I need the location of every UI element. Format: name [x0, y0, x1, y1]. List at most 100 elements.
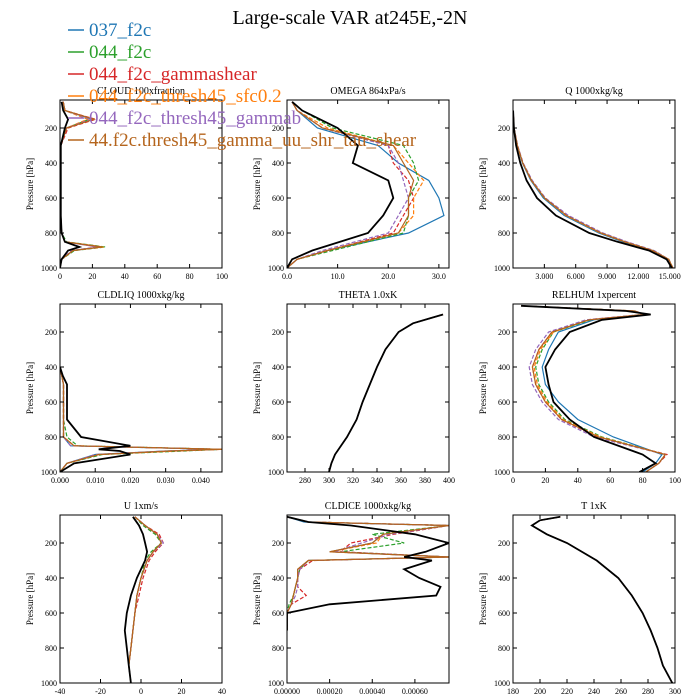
panel-5: THETA 1.0xK 280 300 320 340 360 380 400 200 400 60…	[252, 290, 455, 485]
y-tick-label: 600	[45, 194, 57, 203]
x-tick-label: 40	[574, 476, 582, 485]
plot-frame	[286, 99, 450, 269]
panel-title: CLDLIQ 1000xkg/kg	[98, 290, 185, 301]
series-line-037_f2c	[60, 366, 222, 472]
y-tick-label: 200	[272, 124, 284, 133]
legend-label: 037_f2c	[89, 20, 151, 41]
panel-title: CLOUD 100xfraction	[97, 86, 185, 97]
x-tick-label: -20	[95, 687, 106, 696]
panel-title: T 1xK	[581, 501, 607, 512]
y-tick-label: 600	[272, 609, 284, 618]
series-line-037_f2c	[328, 313, 444, 472]
x-tick-label: 20	[178, 687, 186, 696]
x-tick-label: 30.0	[432, 272, 446, 281]
panel-3: Q 1000xkg/kg 3.000 6.000 9.000 12.000 15.000 2…	[478, 86, 681, 281]
series-line-037_f2c	[287, 101, 445, 268]
series-line-037_f2c	[530, 516, 673, 683]
y-tick-label: 600	[45, 398, 57, 407]
panel-title: THETA 1.0xK	[339, 290, 398, 301]
panel-9: T 1xK 180 200 220 240 260 280 300 200 400 600 800 10…	[478, 501, 681, 696]
x-tick-label: 240	[588, 687, 600, 696]
x-tick-label: 15.000	[659, 272, 681, 281]
series-line-044_f2c_gammashear	[60, 366, 222, 472]
series-line-44.f2c.thresh45_gamma_uu_shr_tau_shear	[60, 366, 222, 472]
y-tick-label: 800	[45, 644, 57, 653]
x-tick-label: 340	[371, 476, 383, 485]
x-tick-label: 300	[669, 687, 681, 696]
panel-1: CLOUD 100xfraction 0 20 40 60 80 100 200 400 600 8…	[25, 86, 228, 281]
legend-label: 44.f2c.thresh45_gamma_uu_shr_tau_shear	[89, 130, 417, 151]
series-line-044_f2c_gammashear	[128, 516, 165, 683]
series-line-reference	[60, 366, 131, 472]
y-tick-label: 600	[272, 398, 284, 407]
y-tick-label: 200	[45, 124, 57, 133]
x-tick-label: 0	[139, 687, 143, 696]
x-tick-label: 180	[507, 687, 519, 696]
y-tick-label: 600	[272, 194, 284, 203]
series-line-44.f2c.thresh45_gamma_uu_shr_tau_shear	[513, 110, 674, 268]
x-tick-label: 10.0	[331, 272, 345, 281]
x-tick-label: 280	[299, 476, 311, 485]
series-line-reference	[513, 110, 673, 268]
y-tick-label: 1000	[268, 679, 284, 688]
x-tick-label: 0.00060	[402, 687, 428, 696]
x-tick-label: 0.030	[157, 476, 175, 485]
figure-title: Large-scale VAR at245E,-2N	[233, 7, 468, 29]
y-tick-label: 1000	[41, 264, 57, 273]
panel-title: OMEGA 864xPa/s	[330, 86, 405, 97]
series-group	[287, 101, 445, 268]
panel-6: RELHUM 1xpercent 0 20 40 60 80 100 200 400 600 800…	[478, 290, 681, 485]
series-line-44.f2c.thresh45_gamma_uu_shr_tau_shear	[128, 516, 163, 683]
series-line-44.f2c.thresh45_gamma_uu_shr_tau_shear	[287, 516, 449, 631]
y-tick-label: 400	[498, 574, 510, 583]
series-group	[521, 304, 669, 472]
plot-frame	[286, 514, 450, 684]
legend-label: 044_f2c_thresh45_gammab	[89, 108, 301, 129]
y-axis-label: Pressure [hPa]	[478, 362, 488, 414]
y-tick-label: 1000	[494, 679, 510, 688]
plot-frame	[286, 303, 450, 473]
series-group	[530, 515, 674, 683]
series-line-044_f2c	[530, 516, 673, 683]
series-line-044_f2c_thresh45_gammab	[128, 516, 165, 683]
y-tick-label: 200	[45, 328, 57, 337]
panel-7: U 1xm/s -40 -20 0 20 40 200 400 600 800 1000 Pressu…	[25, 501, 226, 696]
y-tick-label: 200	[45, 539, 57, 548]
x-tick-label: 360	[395, 476, 407, 485]
y-tick-label: 800	[45, 229, 57, 238]
series-line-reference	[287, 515, 449, 631]
y-tick-label: 800	[498, 433, 510, 442]
series-line-044_f2c_thresh45_gammab	[60, 366, 219, 472]
y-axis-label: Pressure [hPa]	[252, 573, 262, 625]
legend: 037_f2c044_f2c044_f2c_gammashear044_f2c_…	[68, 20, 417, 151]
series-line-044_f2c_gammashear	[530, 516, 673, 683]
series-line-044_f2c_thresh45_sfc0.2	[521, 305, 667, 472]
series-line-044_f2c_thresh45_gammab	[328, 313, 444, 472]
x-tick-label: 80	[639, 476, 647, 485]
series-line-044_f2c_thresh45_sfc0.2	[60, 366, 222, 472]
series-line-044_f2c_thresh45_sfc0.2	[287, 516, 449, 631]
series-group	[513, 110, 674, 268]
y-tick-label: 200	[272, 328, 284, 337]
x-tick-label: 0.0	[282, 272, 292, 281]
series-line-037_f2c	[521, 305, 663, 472]
x-tick-label: 9.000	[598, 272, 616, 281]
x-tick-label: 280	[642, 687, 654, 696]
x-tick-label: 80	[186, 272, 194, 281]
series-line-044_f2c_gammashear	[287, 516, 449, 631]
x-tick-label: 0.00000	[274, 687, 300, 696]
y-axis-label: Pressure [hPa]	[252, 362, 262, 414]
x-tick-label: 260	[615, 687, 627, 696]
panel-2: OMEGA 864xPa/s 0.0 10.0 20.0 30.0 200 400 600 80…	[252, 86, 450, 281]
panel-title: Q 1000xkg/kg	[565, 86, 623, 97]
series-line-reference	[123, 516, 149, 683]
legend-item: 037_f2c	[68, 20, 151, 41]
x-tick-label: 0.020	[121, 476, 139, 485]
series-group	[123, 516, 165, 683]
series-line-044_f2c_thresh45_gammab	[530, 516, 673, 683]
series-line-reference	[287, 101, 395, 268]
legend-label: 044_f2c_gammashear	[89, 64, 257, 85]
y-axis-label: Pressure [hPa]	[25, 158, 35, 210]
